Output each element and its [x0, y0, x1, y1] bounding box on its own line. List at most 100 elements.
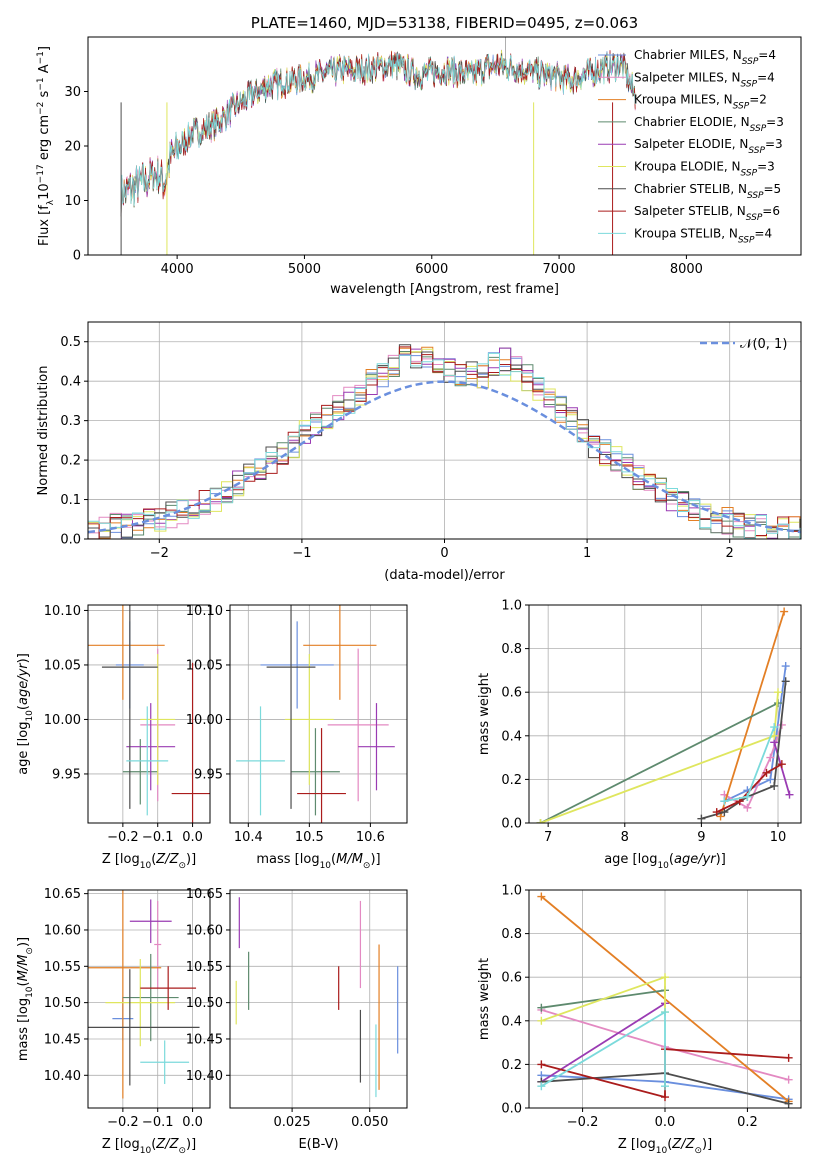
x-axis-label: Z [log10(Z/Z⊙)] [102, 1137, 196, 1156]
errorbar-group [88, 605, 210, 823]
legend-text: =3 [757, 160, 775, 174]
label-part: s [37, 90, 52, 101]
legend-sub: SSP [741, 169, 758, 179]
y-tick-label: 0.2 [60, 454, 81, 469]
x-tick-label: 9 [697, 830, 705, 845]
histogram-series-3 [88, 347, 801, 539]
x-tick-label: 10 [770, 830, 787, 845]
label-italic: M/M [336, 852, 363, 867]
legend-sub: SSP [746, 213, 763, 223]
x-tick-label: −1 [292, 546, 311, 561]
legend-label-6: Chabrier STELIB, NSSP=5 [634, 182, 781, 201]
errorbar-group [236, 605, 395, 823]
label-part: mass [log [256, 852, 319, 867]
weight-marker-0 [781, 662, 790, 671]
label-part: ( [16, 705, 31, 710]
weight-marker-6 [781, 677, 790, 686]
weight-marker-7 [537, 1060, 546, 1069]
label-sub: ⊙ [25, 947, 35, 955]
label-italic: age/yr [674, 852, 717, 867]
y-tick-label: 0.2 [501, 1058, 522, 1073]
axes-6 [230, 890, 407, 1108]
legend-text: Chabrier STELIB, N [634, 182, 747, 196]
label-part: −1 [36, 51, 46, 64]
weight-marker-6 [697, 814, 706, 823]
legend-text: Salpeter ELODIE, N [634, 137, 748, 151]
y-tick-label: 0.0 [501, 1102, 522, 1117]
y-tick-label: 10.40 [44, 1069, 81, 1084]
label-part: ( [667, 1137, 672, 1152]
label-italic: age/yr [16, 662, 31, 705]
x-tick-label: −0.2 [107, 1115, 139, 1130]
label-part: )] [186, 1137, 196, 1152]
axes-frame [229, 889, 408, 1109]
x-tick-label: 0.0 [655, 1115, 676, 1130]
label-sub: 10 [25, 710, 35, 722]
y-tick-label: 0.2 [501, 773, 522, 788]
axes-frame [528, 604, 802, 824]
legend-text: Kroupa ELODIE, N [634, 160, 741, 174]
x-axis-label: age [log10(age/yr)] [604, 852, 726, 871]
legend-text: Kroupa STELIB, N [634, 226, 738, 240]
x-tick-label: 6000 [415, 262, 448, 277]
label-part: ( [16, 981, 31, 986]
x-axis-label: mass [log10(M/M⊙)] [256, 852, 380, 871]
chart-title: PLATE=1460, MJD=53138, FIBERID=0495, z=0… [251, 14, 638, 32]
label-sub: 10 [140, 861, 152, 871]
label-part: ( [331, 852, 336, 867]
weight-marker-5 [774, 688, 783, 697]
axes-3 [230, 605, 407, 823]
x-axis-label: Z [log10(Z/Z⊙)] [102, 852, 196, 871]
legend-text: =4 [758, 48, 776, 62]
weight-marker-3 [537, 1003, 546, 1012]
weight-marker-8 [661, 1082, 669, 1091]
y-tick-label: 9.95 [52, 767, 81, 782]
axes-4 [529, 604, 801, 824]
y-tick-label: 0.4 [501, 729, 522, 744]
weight-marker-7 [712, 808, 721, 817]
weight-marker-2 [537, 892, 546, 901]
legend-text: =2 [749, 93, 767, 107]
axes-1 [88, 322, 801, 540]
legend-text: =6 [762, 204, 780, 218]
y-tick-label: 30 [64, 85, 81, 100]
y-tick-label: 0.5 [60, 335, 81, 350]
x-axis-label: E(B-V) [298, 1137, 338, 1152]
axes-frame [87, 889, 211, 1109]
histogram-series-4 [88, 347, 801, 539]
label-italic: Z/Z [155, 852, 179, 867]
legend-sub: SSP [733, 102, 750, 112]
weight-series-4 [540, 1002, 666, 1083]
y-axis-label: mass weight [477, 958, 492, 1040]
x-tick-label: −0.1 [142, 1115, 174, 1130]
axes-frame [87, 321, 802, 540]
weight-series-5 [540, 692, 779, 823]
axes-frame [87, 36, 802, 256]
y-tick-label: 10.55 [44, 960, 81, 975]
label-sub: 10 [320, 861, 332, 871]
x-tick-label: 7000 [543, 262, 576, 277]
legend-text: =4 [757, 70, 775, 84]
x-tick-label: 5000 [288, 262, 321, 277]
y-tick-label: 10.65 [186, 887, 223, 902]
legend-sub: SSP [750, 124, 767, 134]
weight-marker-7 [661, 1093, 669, 1102]
label-part: λ [46, 199, 56, 205]
legend-label-1: Salpeter MILES, NSSP=4 [634, 70, 775, 89]
x-axis-label: wavelength [Angstrom, rest frame] [330, 282, 559, 297]
weight-marker-8 [770, 723, 779, 732]
label-sub: 10 [657, 861, 669, 871]
y-tick-label: 0.6 [501, 971, 522, 986]
y-tick-label: 20 [64, 140, 81, 155]
y-tick-label: 9.95 [194, 767, 223, 782]
histogram-series-5 [88, 348, 801, 539]
weight-series-4 [773, 742, 791, 795]
label-part: 10 [37, 183, 52, 200]
weight-marker-6 [770, 781, 779, 790]
legend-label-0: Chabrier MILES, NSSP=4 [634, 48, 776, 67]
histogram-series-6 [88, 344, 801, 539]
label-part: )] [716, 852, 726, 867]
x-tick-label: 4000 [161, 262, 194, 277]
errorbar-group [88, 890, 200, 1099]
